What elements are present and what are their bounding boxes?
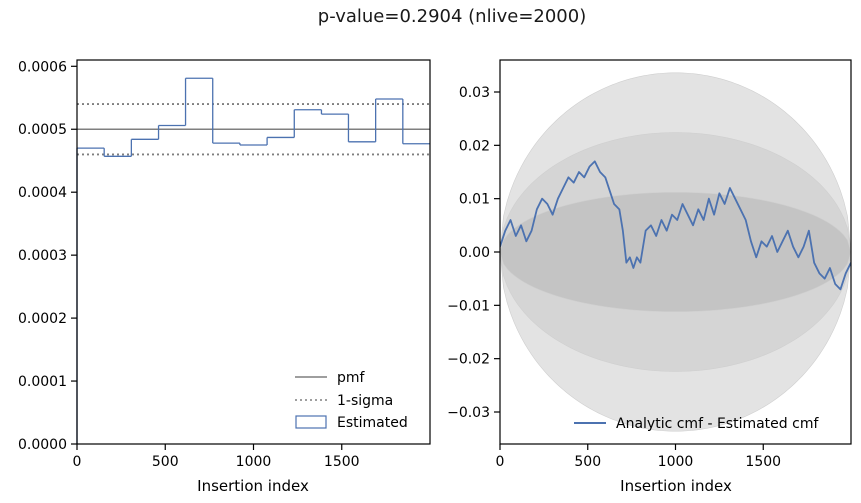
y-tick-label: 0.00 <box>459 245 490 261</box>
histogram-plot-area <box>76 77 430 444</box>
histogram-ticks: 0 500 1000 1500 0.0000 0.0001 0.0002 0.0003 0.00… <box>18 59 360 470</box>
histogram-axes-frame <box>76 59 431 445</box>
sigma-band-1 <box>500 191 851 313</box>
x-tick-label: 1500 <box>324 454 360 470</box>
y-tick-label: 0.0000 <box>18 437 67 453</box>
y-tick-label: 0.0005 <box>18 122 67 138</box>
y-tick-label: 0.0002 <box>18 311 67 327</box>
y-tick-label: −0.02 <box>447 352 490 368</box>
y-tick-label: 0.03 <box>459 85 490 101</box>
y-tick-label: −0.01 <box>447 298 490 314</box>
legend-estimated-label: Estimated <box>337 415 408 431</box>
x-tick-label: 1500 <box>745 454 781 470</box>
legend-cmf-label: Analytic cmf - Estimated cmf <box>616 416 819 432</box>
y-tick-label: 0.02 <box>459 138 490 154</box>
histogram-legend: pmf 1-sigma Estimated <box>295 370 408 431</box>
cmf-difference-line <box>500 160 851 291</box>
cmf-ticks: 0 500 1000 1500 −0.03 −0.02 −0.01 0.00 0.01 0.02 0… <box>447 85 781 470</box>
legend-pmf-label: pmf <box>337 370 366 386</box>
legend-sigma-label: 1-sigma <box>337 393 393 409</box>
y-tick-label: 0.0004 <box>18 185 67 201</box>
x-tick-label: 1000 <box>236 454 272 470</box>
x-tick-label: 500 <box>152 454 179 470</box>
x-tick-label: 0 <box>496 454 505 470</box>
y-tick-label: 0.0006 <box>18 59 67 75</box>
legend-estimated-swatch <box>295 415 327 429</box>
histogram-panel: 0 500 1000 1500 0.0000 0.0001 0.0002 0.0003 0.00… <box>18 59 431 495</box>
x-tick-label: 0 <box>73 454 82 470</box>
y-tick-label: 0.0001 <box>18 374 67 390</box>
y-tick-label: 0.01 <box>459 192 490 208</box>
cmf-difference-panel: 0 500 1000 1500 −0.03 −0.02 −0.01 0.00 0.01 0.02 0… <box>447 59 852 495</box>
cmf-plot-area <box>500 72 851 432</box>
cmf-legend: Analytic cmf - Estimated cmf <box>574 416 819 432</box>
y-tick-label: 0.0003 <box>18 248 67 264</box>
histogram-x-axis-label: Insertion index <box>197 477 309 495</box>
x-tick-label: 500 <box>574 454 601 470</box>
y-tick-label: −0.03 <box>447 405 490 421</box>
figure-title: p-value=0.2904 (nlive=2000) <box>317 6 587 27</box>
x-tick-label: 1000 <box>658 454 694 470</box>
cmf-x-axis-label: Insertion index <box>620 477 732 495</box>
